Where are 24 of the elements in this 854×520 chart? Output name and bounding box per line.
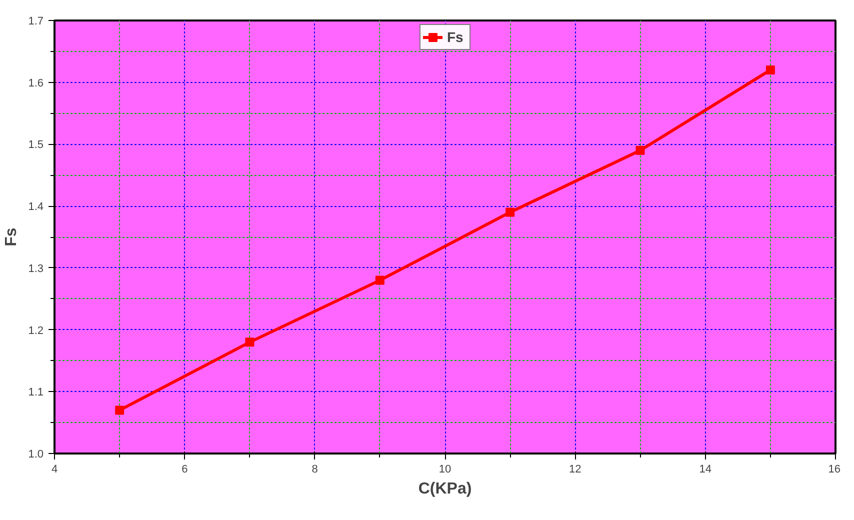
point [375, 276, 384, 285]
legend-label: Fs [447, 29, 464, 45]
y-tick-label: 1.1 [28, 386, 44, 399]
y-tick-label: 1.4 [28, 201, 44, 214]
y-tick-label: 1.7 [28, 16, 44, 28]
x-tick-label: 12 [569, 464, 582, 476]
x-tick-label: 10 [438, 464, 452, 476]
point [115, 406, 124, 415]
y-tick-label: 1.0 [28, 448, 44, 460]
x-tick-label: 4 [51, 464, 58, 476]
x-axis-title: C(KPa) [418, 480, 472, 498]
x-tick-label: 6 [182, 464, 188, 476]
point [636, 146, 645, 155]
point [245, 338, 254, 347]
x-tick-label: 8 [312, 464, 318, 476]
y-tick-label: 1.2 [28, 324, 44, 337]
x-tick-label: 16 [828, 464, 841, 476]
y-axis-title: Fs [3, 228, 20, 246]
y-tick-label: 1.6 [28, 77, 44, 90]
y-tick-label: 1.5 [28, 139, 44, 152]
y-tick-label: 1.3 [28, 262, 44, 275]
point [506, 208, 515, 217]
point [766, 65, 775, 74]
x-tick-label: 14 [699, 464, 712, 476]
